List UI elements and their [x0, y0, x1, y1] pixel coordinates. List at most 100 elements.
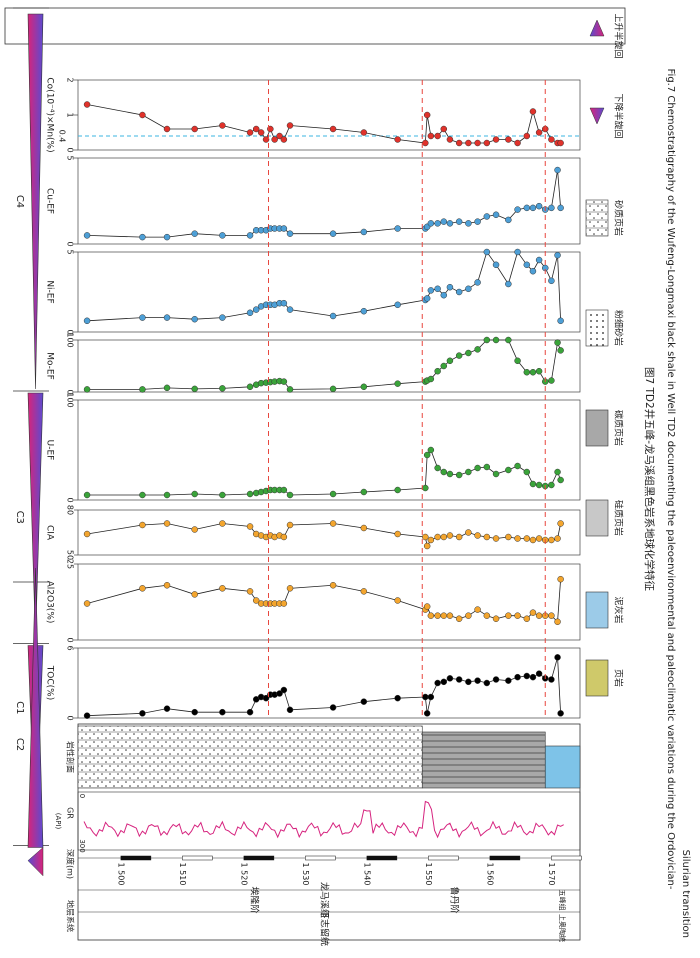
data-point — [523, 132, 531, 140]
data-point — [557, 710, 564, 717]
data-point — [529, 480, 537, 488]
data-point — [455, 615, 463, 622]
series-lower-silurian: 下志留统 — [319, 910, 331, 946]
data-point — [423, 451, 431, 459]
data-point — [529, 368, 537, 376]
data-point — [434, 464, 441, 472]
data-point — [548, 204, 555, 212]
data-point — [191, 230, 198, 237]
formation-longmaxi: 龙马溪组 — [319, 882, 331, 918]
data-point — [286, 230, 294, 237]
data-point — [280, 600, 288, 607]
data-point — [276, 690, 283, 697]
data-point — [422, 139, 429, 147]
data-point — [483, 463, 491, 471]
depth-scale-bar — [428, 855, 459, 861]
cycle-label-c2: C2 — [14, 738, 25, 751]
data-point — [474, 218, 481, 225]
panel-tick-label: 100 — [66, 392, 75, 407]
data-point — [514, 357, 521, 365]
data-point — [83, 530, 91, 538]
data-point — [83, 600, 91, 607]
series-line — [87, 169, 562, 238]
data-point — [329, 704, 337, 711]
panel-3 — [74, 399, 581, 501]
data-point — [139, 233, 146, 241]
data-point — [514, 535, 521, 542]
depth-tick-label: 1 530 — [301, 863, 310, 886]
data-point — [394, 530, 401, 538]
data-point — [455, 288, 463, 296]
data-point — [523, 615, 531, 622]
data-point — [557, 347, 564, 354]
data-point — [219, 491, 226, 499]
data-point — [83, 386, 91, 393]
data-point — [529, 204, 537, 212]
data-point — [514, 673, 521, 681]
depth-tick-label: 1 550 — [424, 863, 433, 886]
data-point — [529, 609, 537, 616]
data-point — [535, 612, 543, 619]
data-point — [280, 299, 288, 307]
panel-frame — [77, 647, 581, 719]
cycle-label-c1: C1 — [14, 701, 25, 714]
cycle-triangle-c1 — [27, 567, 44, 848]
data-point — [246, 490, 254, 498]
data-point — [423, 295, 431, 302]
cycle-triangle-c4 — [27, 13, 44, 390]
data-point — [465, 220, 472, 227]
data-point — [440, 468, 448, 476]
data-point — [280, 378, 288, 385]
panel-frame — [77, 509, 581, 556]
data-point — [329, 490, 337, 498]
data-point — [492, 336, 500, 344]
data-point — [280, 686, 288, 694]
data-point — [422, 693, 429, 701]
data-point — [139, 585, 146, 592]
data-point — [434, 367, 441, 375]
data-point — [505, 466, 512, 474]
data-point — [474, 532, 481, 539]
data-point — [535, 481, 543, 489]
data-point — [360, 228, 368, 236]
data-point — [455, 676, 463, 683]
data-point — [523, 261, 531, 269]
data-point — [360, 488, 368, 496]
panel-axis-title: Al2O3(%) — [45, 581, 55, 624]
series-line — [87, 523, 562, 548]
data-point — [535, 256, 543, 264]
panel-tick-label: 0 — [66, 389, 75, 394]
panel-4 — [74, 336, 581, 393]
legend-swatch — [585, 409, 609, 447]
depth-scale-bar — [182, 855, 213, 861]
panel-tick-label: 0 — [66, 147, 75, 152]
data-point — [219, 585, 226, 592]
data-point — [139, 491, 146, 499]
series-line — [87, 339, 561, 390]
data-point — [329, 385, 337, 393]
data-point — [423, 710, 431, 717]
data-point — [360, 383, 368, 391]
data-point — [427, 375, 435, 383]
gr-curve — [83, 800, 564, 839]
data-point — [394, 380, 401, 387]
series-line — [87, 251, 562, 322]
data-point — [557, 575, 564, 583]
data-point — [548, 481, 555, 489]
data-point — [139, 386, 146, 393]
series-upper-ordovician: 上奥陶统 — [558, 914, 567, 942]
panel-tick-label: 1 — [66, 112, 75, 117]
figure-body: C4C3C2C106TOC(%)025Al2O3(%)5080CIA0100U-… — [4, 7, 626, 946]
data-point — [280, 533, 288, 541]
panel-tick-label: 100 — [66, 332, 75, 347]
caption-english-line1: Fig.7 Chemostratigraphy of the Wufeng-Lo… — [665, 69, 676, 890]
data-point — [474, 279, 481, 286]
data-point — [394, 694, 401, 702]
data-point — [83, 317, 91, 325]
data-point — [492, 211, 500, 219]
panel-tick-label: 5 — [66, 155, 75, 160]
data-point — [554, 468, 561, 476]
data-point — [246, 309, 254, 317]
data-point — [514, 248, 521, 256]
data-point — [483, 533, 491, 541]
